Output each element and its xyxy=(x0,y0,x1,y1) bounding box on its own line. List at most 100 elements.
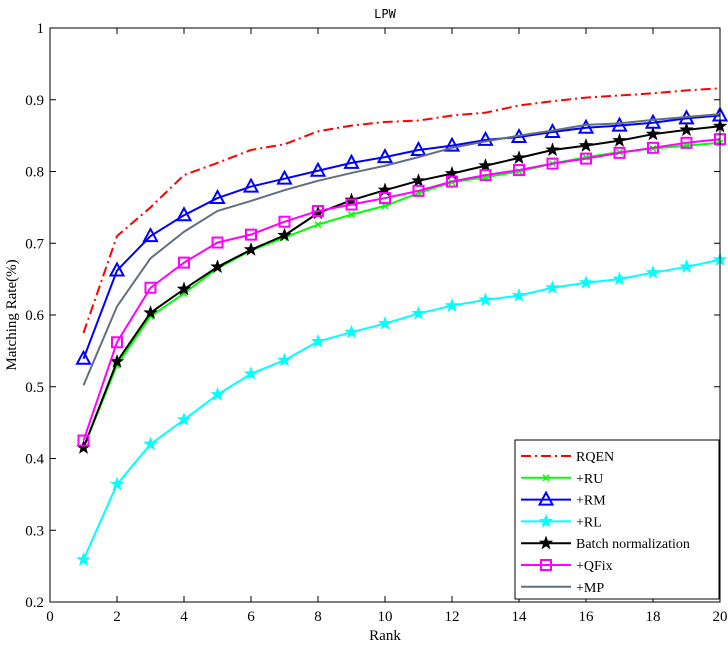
data-point-rl xyxy=(176,411,192,427)
series-batch-normalization xyxy=(76,118,728,455)
legend-item-rl: +RL xyxy=(521,513,602,530)
data-point-qfix xyxy=(77,434,90,447)
data-point-rl xyxy=(243,366,259,381)
data-point-rm xyxy=(242,177,260,193)
legend-marker xyxy=(540,559,552,571)
data-point-rm xyxy=(309,161,327,177)
data-point-qfix xyxy=(513,164,525,177)
series-qfix xyxy=(77,133,726,447)
legend-label: +RU xyxy=(576,472,603,487)
legend-marker xyxy=(538,513,554,528)
x-tick-label: 0 xyxy=(46,609,54,625)
data-point-batch-normalization xyxy=(578,137,594,152)
data-point-rm xyxy=(343,153,360,169)
data-point-batch-normalization xyxy=(679,122,694,137)
y-tick-label: 1 xyxy=(37,21,45,37)
series-line-rl xyxy=(82,258,721,561)
x-tick-label: 8 xyxy=(314,609,322,625)
data-point-batch-normalization xyxy=(243,241,259,256)
legend-marker xyxy=(542,474,550,482)
data-point-rl xyxy=(645,264,661,279)
data-point-ru xyxy=(314,221,322,229)
x-tick-label: 16 xyxy=(579,609,595,625)
data-point-batch-normalization xyxy=(143,305,158,320)
series-rm xyxy=(75,106,728,365)
data-point-qfix xyxy=(446,175,458,188)
data-point-rm xyxy=(276,169,293,185)
data-point-rm xyxy=(108,261,126,277)
x-tick-label: 20 xyxy=(713,609,728,625)
data-point-rl xyxy=(344,324,359,339)
data-point-rl xyxy=(478,292,493,307)
series-mp xyxy=(82,113,721,386)
legend: RQEN +RU +RM +RL Batch normalization +QFix +MP xyxy=(514,439,720,600)
y-tick-label: 0.9 xyxy=(25,93,44,109)
data-point-rl xyxy=(109,476,125,491)
data-point-rl xyxy=(210,386,225,401)
y-tick-label: 0.3 xyxy=(25,523,44,539)
data-point-rl xyxy=(444,297,460,312)
x-tick-label: 14 xyxy=(512,609,528,625)
y-tick-label: 0.5 xyxy=(25,380,44,396)
data-point-batch-normalization xyxy=(545,142,560,157)
y-tick-label: 0.4 xyxy=(25,452,44,468)
data-point-qfix xyxy=(479,169,492,182)
data-point-batch-normalization xyxy=(645,126,661,141)
legend-item-batch-normalization: Batch normalization xyxy=(521,535,690,552)
data-point-qfix xyxy=(178,256,190,269)
data-point-qfix xyxy=(211,236,224,249)
legend-item-rqen: RQEN xyxy=(521,450,614,465)
series-line-batch-normalization xyxy=(82,125,721,449)
data-point-qfix xyxy=(111,336,123,349)
legend-label: RQEN xyxy=(576,450,614,465)
data-point-rl xyxy=(411,305,426,320)
legend-item-ru: +RU xyxy=(521,472,603,487)
legend-item-rm: +RM xyxy=(521,490,606,509)
data-point-rm xyxy=(410,140,427,156)
x-axis-label: Rank xyxy=(369,628,401,644)
data-point-rm xyxy=(209,188,226,205)
chart-title: LPW xyxy=(374,7,396,21)
x-tick-label: 18 xyxy=(646,609,661,625)
legend-item-qfix: +QFix xyxy=(521,559,613,574)
y-tick-label: 0.7 xyxy=(25,236,44,252)
data-point-qfix xyxy=(245,228,257,241)
data-point-batch-normalization xyxy=(277,227,292,242)
data-point-rm xyxy=(142,226,159,243)
data-point-rm xyxy=(443,136,461,152)
x-tick-label: 4 xyxy=(180,609,188,625)
series-line-qfix xyxy=(82,138,721,441)
data-point-qfix xyxy=(580,152,592,165)
data-point-rl xyxy=(76,551,91,566)
data-point-rl xyxy=(679,259,694,274)
marks-layer xyxy=(75,87,728,566)
y-tick-label: 0.2 xyxy=(25,595,44,611)
data-point-batch-normalization xyxy=(176,281,192,296)
data-point-batch-normalization xyxy=(210,259,225,274)
data-point-rm xyxy=(477,130,494,146)
data-point-rl xyxy=(377,315,393,330)
data-point-ru xyxy=(347,211,356,219)
data-point-rl xyxy=(310,333,326,348)
data-point-qfix xyxy=(613,146,626,159)
legend-label: Batch normalization xyxy=(576,537,690,552)
data-point-batch-normalization xyxy=(612,132,627,147)
data-point-qfix xyxy=(680,136,693,149)
data-point-qfix xyxy=(144,281,157,294)
data-point-batch-normalization xyxy=(478,158,493,173)
data-point-batch-normalization xyxy=(511,150,527,165)
data-point-qfix xyxy=(278,215,291,228)
data-point-rm xyxy=(175,206,193,222)
data-point-batch-normalization xyxy=(411,173,426,188)
x-tick-label: 12 xyxy=(445,609,460,625)
data-point-rm xyxy=(75,349,92,365)
data-point-rl xyxy=(612,271,627,286)
legend-label: +RL xyxy=(576,515,602,530)
series-line-ru xyxy=(82,141,721,449)
x-tick-label: 10 xyxy=(378,609,393,625)
legend-item-mp: +MP xyxy=(521,581,604,596)
y-tick-label: 0.6 xyxy=(25,308,44,324)
data-point-rl xyxy=(277,352,292,367)
